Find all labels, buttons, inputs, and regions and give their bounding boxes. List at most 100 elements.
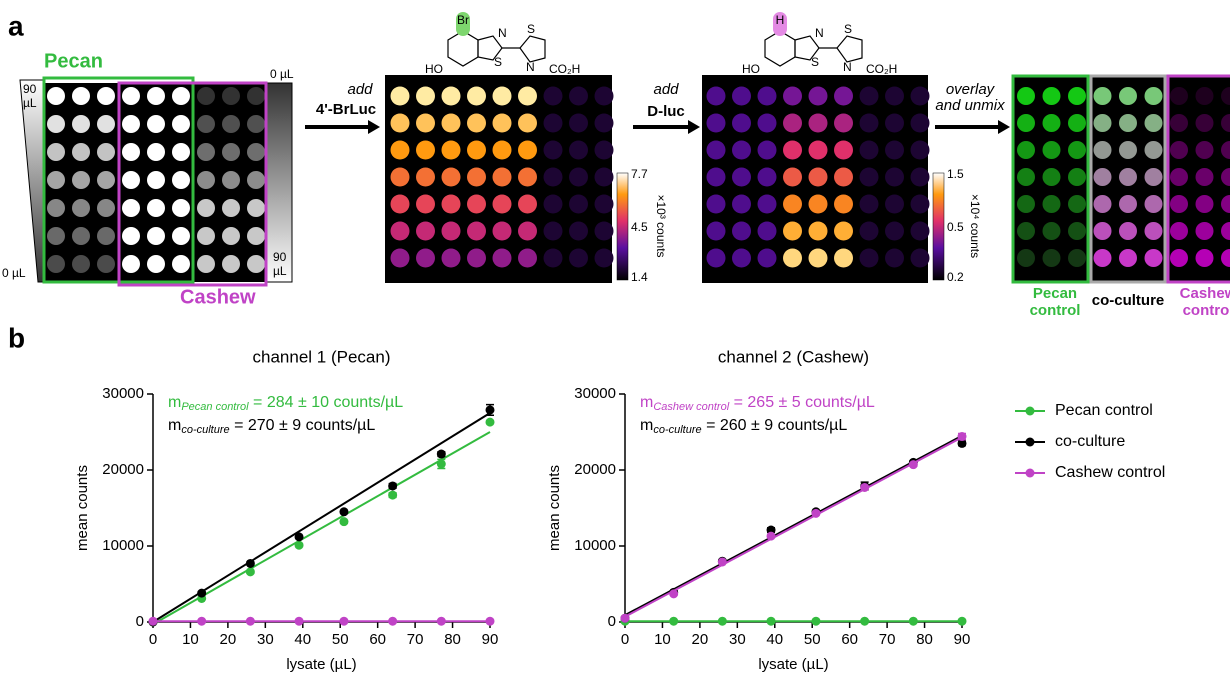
x-tick-label: 50: [332, 631, 349, 648]
well: [569, 114, 588, 133]
well: [1145, 222, 1163, 240]
data-point: [149, 617, 158, 626]
well: [1170, 87, 1188, 105]
well: [1196, 87, 1214, 105]
well: [1170, 222, 1188, 240]
annotation-symbol: m: [168, 394, 181, 411]
well: [758, 222, 777, 241]
well: [247, 87, 265, 105]
well: [1017, 87, 1035, 105]
well: [1119, 87, 1137, 105]
annotation-text: = 270 ± 9 counts/µL: [230, 417, 376, 434]
x-tick-label: 60: [369, 631, 386, 648]
well: [809, 195, 828, 214]
well: [783, 249, 802, 268]
structure: [448, 31, 862, 66]
well: [783, 114, 802, 133]
well: [732, 222, 751, 241]
data-point: [860, 617, 869, 626]
step-verb: overlay: [946, 81, 996, 98]
volume-label: µL: [273, 264, 287, 278]
well: [518, 87, 537, 106]
well: [834, 195, 853, 214]
figure: a Pecan Cashew 90 µL 0 µL 0 µL 90 µL add…: [0, 0, 1230, 679]
well: [1145, 87, 1163, 105]
well: [172, 143, 190, 161]
well: [416, 87, 435, 106]
well: [416, 249, 435, 268]
well: [783, 141, 802, 160]
well: [518, 141, 537, 160]
well: [707, 222, 726, 241]
data-point: [339, 507, 348, 516]
well: [569, 195, 588, 214]
well: [732, 249, 751, 268]
well: [122, 255, 140, 273]
well: [1145, 114, 1163, 132]
well: [518, 114, 537, 133]
well: [595, 195, 614, 214]
well: [222, 255, 240, 273]
well: [222, 171, 240, 189]
well: [391, 168, 410, 187]
well: [1145, 168, 1163, 186]
well: [467, 195, 486, 214]
annotation: mco-culture = 260 ± 9 counts/µL: [640, 417, 847, 436]
well: [493, 168, 512, 187]
volume-label: µL: [23, 96, 37, 110]
well: [1119, 249, 1137, 267]
annotation-subscript: Pecan control: [181, 401, 249, 413]
well: [1068, 222, 1086, 240]
data-point: [339, 617, 348, 626]
well: [1017, 195, 1035, 213]
well: [1017, 249, 1035, 267]
well: [172, 199, 190, 217]
annotation-text: = 260 ± 9 counts/µL: [702, 417, 848, 434]
y-axis-label: mean counts: [74, 465, 91, 551]
well: [885, 168, 904, 187]
data-point: [197, 589, 206, 598]
data-point: [811, 617, 820, 626]
well: [1119, 114, 1137, 132]
legend-label: Pecan control: [1055, 402, 1153, 419]
legend-marker: [1026, 438, 1035, 447]
well: [1145, 141, 1163, 159]
well: [172, 227, 190, 245]
step-reagent: D-luc: [647, 103, 685, 120]
well: [1119, 222, 1137, 240]
well: [47, 115, 65, 133]
well: [391, 87, 410, 106]
well: [442, 222, 461, 241]
data-point: [388, 481, 397, 490]
x-tick-label: 10: [654, 631, 671, 648]
atom: N: [498, 26, 507, 40]
well: [809, 249, 828, 268]
data-point: [437, 459, 446, 468]
well: [222, 115, 240, 133]
well: [1068, 141, 1086, 159]
well: [97, 143, 115, 161]
step-verb: add: [347, 81, 373, 98]
x-tick-label: 60: [841, 631, 858, 648]
well: [1017, 141, 1035, 159]
well: [442, 195, 461, 214]
well: [911, 168, 930, 187]
well: [1094, 141, 1112, 159]
panel-a: a Pecan Cashew 90 µL 0 µL 0 µL 90 µL add…: [2, 10, 1230, 319]
overlay-label: Pecan: [1033, 285, 1077, 302]
well: [467, 249, 486, 268]
colorbar-tick: 0.2: [947, 270, 964, 284]
data-point: [909, 617, 918, 626]
annotation-symbol: m: [640, 417, 653, 434]
well: [1119, 168, 1137, 186]
well: [732, 195, 751, 214]
well: [172, 87, 190, 105]
overlay-label: co-culture: [1092, 292, 1165, 309]
atom: N: [526, 60, 535, 74]
well: [707, 114, 726, 133]
well: [1119, 141, 1137, 159]
well: [518, 249, 537, 268]
well: [834, 249, 853, 268]
well: [707, 195, 726, 214]
well: [732, 114, 751, 133]
